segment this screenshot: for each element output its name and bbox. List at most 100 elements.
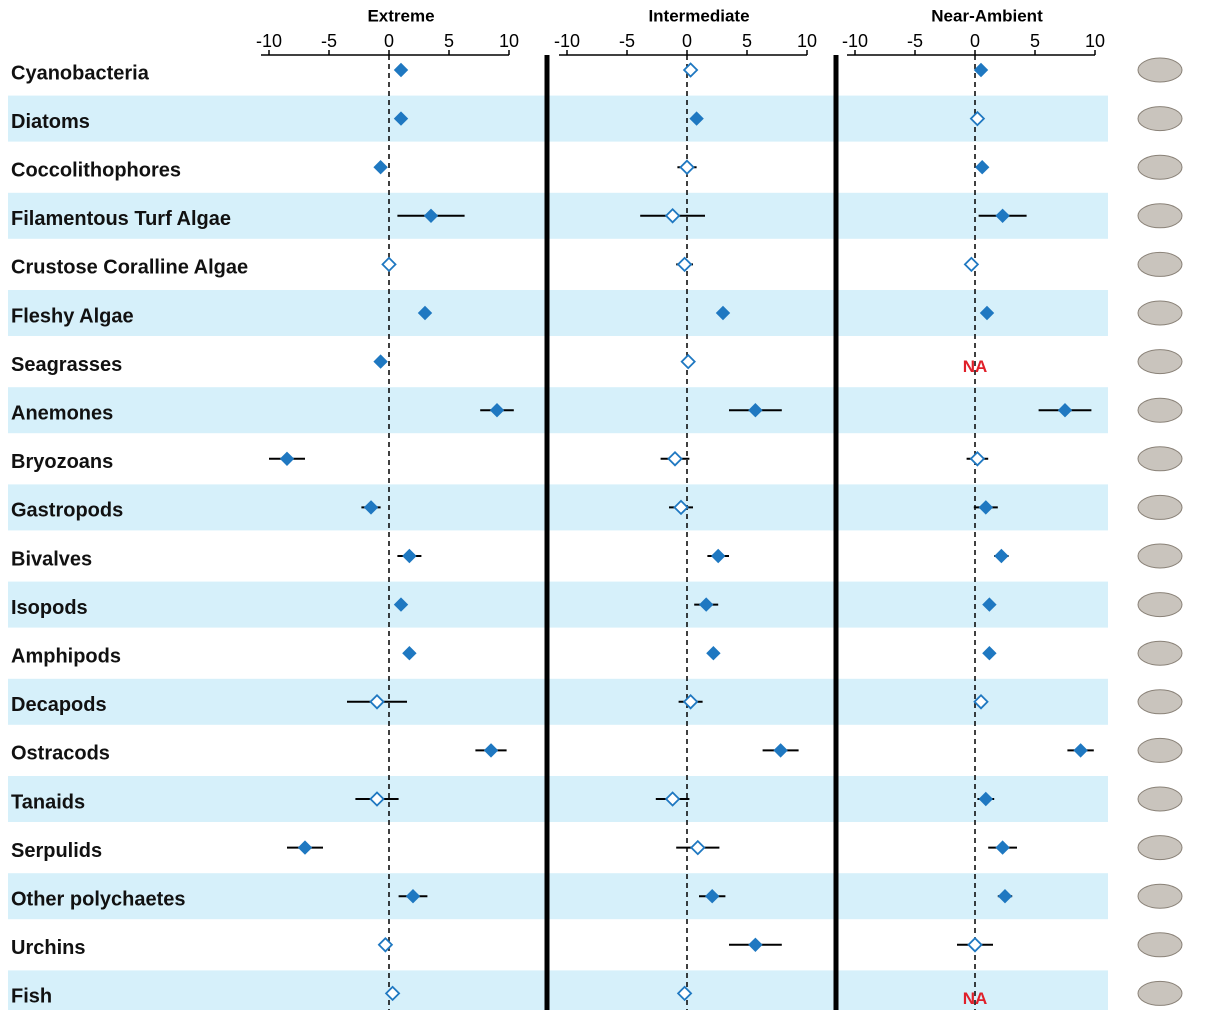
x-tick-label: 10 (797, 31, 817, 51)
category-label: Fleshy Algae (11, 305, 134, 327)
x-tick-label: 5 (1030, 31, 1040, 51)
x-tick-label: 10 (499, 31, 519, 51)
estimate-marker (963, 256, 980, 273)
x-tick-label: -10 (842, 31, 868, 51)
estimate-marker (393, 597, 409, 612)
estimate-marker (384, 985, 401, 1002)
estimate-marker (995, 840, 1010, 855)
estimate-marker (393, 111, 409, 126)
estimate-marker (667, 451, 683, 467)
organism-icon (1137, 203, 1183, 229)
row-band (8, 387, 1108, 434)
row-band (8, 192, 1108, 239)
estimate-marker (369, 791, 385, 807)
category-label: Ostracods (11, 743, 110, 765)
organism-icon (1137, 543, 1183, 569)
category-label: Tanaids (11, 791, 85, 813)
category-label: Anemones (11, 402, 113, 424)
category-label: Urchins (11, 937, 85, 959)
estimate-marker (297, 840, 313, 855)
x-tick-label: -5 (321, 31, 337, 51)
estimate-marker (698, 597, 714, 612)
x-tick-label: 0 (682, 31, 692, 51)
organism-icon (1137, 349, 1183, 375)
organism-icon (1137, 397, 1183, 423)
estimate-marker (994, 548, 1009, 564)
estimate-marker (682, 62, 699, 78)
category-label: Fish (11, 986, 52, 1008)
category-label: Amphipods (11, 645, 121, 667)
category-label: Isopods (11, 597, 88, 619)
na-label: NA (963, 989, 988, 1008)
x-tick-label: 0 (970, 31, 980, 51)
estimate-marker (676, 256, 693, 273)
estimate-marker (680, 353, 696, 370)
estimate-marker (489, 402, 505, 418)
organism-icon (1137, 251, 1183, 277)
category-label: Bivalves (11, 548, 92, 570)
estimate-marker (393, 62, 409, 78)
category-label: Other polychaetes (11, 888, 186, 910)
organism-icon (1137, 737, 1183, 763)
estimate-marker (664, 791, 681, 807)
organism-icon (1137, 154, 1183, 180)
estimate-marker (381, 256, 397, 273)
organism-icon (1137, 786, 1183, 812)
x-tick-label: -5 (619, 31, 635, 51)
category-label: Diatoms (11, 111, 90, 133)
x-tick-label: -10 (256, 31, 282, 51)
category-label: Coccolithophores (11, 159, 181, 181)
organism-icon (1137, 883, 1183, 909)
category-label: Serpulids (11, 840, 102, 862)
row-band (8, 678, 1108, 725)
estimate-marker (969, 451, 986, 467)
estimate-marker (974, 159, 990, 175)
estimate-marker (978, 500, 994, 515)
row-band (8, 970, 1108, 1010)
row-band (8, 484, 1108, 531)
category-label: Seagrasses (11, 354, 122, 376)
x-tick-label: 5 (444, 31, 454, 51)
estimate-marker (402, 548, 417, 564)
estimate-marker (982, 645, 997, 661)
category-label: Bryozoans (11, 451, 113, 473)
organism-icon (1137, 446, 1183, 472)
organism-icon (1137, 300, 1183, 326)
estimate-marker (706, 645, 721, 661)
estimate-marker (978, 791, 994, 807)
estimate-marker (1073, 743, 1088, 758)
organism-icon (1137, 57, 1183, 83)
estimate-marker (748, 937, 763, 953)
estimate-marker (402, 645, 417, 661)
row-band (8, 290, 1108, 336)
estimate-marker (997, 888, 1013, 904)
organism-icon (1137, 835, 1183, 861)
estimate-marker (405, 888, 421, 904)
estimate-marker (377, 937, 394, 953)
estimate-marker (363, 500, 379, 515)
category-label: Cyanobacteria (11, 62, 150, 84)
organism-icon (1137, 106, 1183, 132)
organism-icon (1137, 494, 1183, 520)
estimate-marker (995, 208, 1010, 224)
x-tick-label: -10 (554, 31, 580, 51)
estimate-marker (704, 888, 720, 904)
estimate-marker (423, 208, 439, 224)
x-tick-label: -5 (907, 31, 923, 51)
estimate-marker (369, 694, 385, 710)
category-label: Gastropods (11, 500, 123, 522)
estimate-marker (715, 305, 731, 321)
estimate-marker (748, 402, 763, 418)
x-tick-label: 5 (742, 31, 752, 51)
estimate-marker (682, 694, 699, 710)
category-label: Crustose Coralline Algae (11, 257, 248, 279)
organism-icon (1137, 592, 1183, 618)
estimate-marker (279, 451, 295, 467)
row-band (8, 873, 1108, 920)
estimate-marker (373, 159, 388, 175)
estimate-marker (979, 305, 995, 321)
estimate-marker (710, 548, 726, 564)
estimate-marker (679, 159, 695, 175)
